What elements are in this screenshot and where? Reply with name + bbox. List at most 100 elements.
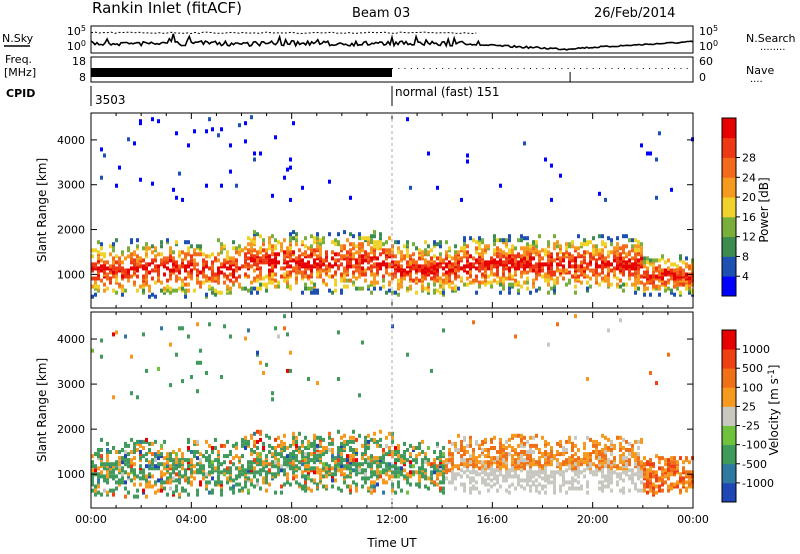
cpid-label: CPID	[6, 87, 35, 100]
freq-tick-mark	[598, 68, 600, 69]
freq-tick-mark	[674, 68, 676, 69]
freq-tick-mark	[548, 68, 550, 69]
nsearch-line	[90, 31, 477, 35]
freq-fill	[91, 68, 392, 77]
colorbar-tick-label: 25	[742, 400, 756, 413]
colorbar-tick-label: -1000	[742, 477, 774, 490]
freq-tick-mark	[461, 68, 462, 69]
nsky-tick-high: 105	[67, 24, 86, 38]
cpid-row: CPID 3503 normal (fast) 151	[6, 85, 499, 107]
colorbar-swatch	[722, 482, 736, 503]
nave-label: Nave	[746, 64, 774, 77]
colorbar-swatch	[722, 276, 736, 297]
x-tick-label: 16:00	[476, 513, 508, 526]
colorbar-tick-label: 100	[742, 381, 763, 394]
freq-tick-mark	[523, 68, 525, 69]
freq-label: Freq.	[5, 53, 32, 66]
freq-tick-mark	[624, 68, 625, 69]
colorbar-swatch	[722, 157, 736, 178]
freq-tick-mark	[392, 68, 393, 69]
colorbar-tick-label: 1000	[742, 343, 770, 356]
freq-unit: [MHz]	[4, 66, 36, 79]
power-colorbar: 4 8 12 16 20 24 28 Power [dB]	[721, 117, 771, 297]
freq-tick-mark	[580, 68, 582, 69]
freq-tick-mark	[555, 68, 556, 69]
colorbar-tick-label: 24	[742, 171, 756, 184]
x-tick-label: 04:00	[175, 513, 207, 526]
freq-tick-mark	[429, 68, 431, 69]
x-tick-label: 08:00	[276, 513, 308, 526]
freq-tick-mark	[448, 68, 450, 69]
freq-tick-mark	[661, 68, 663, 69]
colorbar-frame	[721, 329, 737, 503]
freq-tick-mark	[511, 68, 513, 69]
noise-panel: N.Sky 105 100 105 100 N.Search ........	[2, 24, 796, 54]
colorbar-swatch	[722, 330, 736, 350]
freq-tick-high: 18	[72, 55, 86, 68]
freq-tick-mark	[542, 68, 544, 69]
velocity-colorbar: 1000 500 100 25 -25 -100 -500 -1000 Velocity [m…	[721, 329, 781, 503]
colorbar-frame	[721, 117, 737, 297]
freq-tick-mark	[423, 68, 425, 69]
freq-tick-mark	[536, 68, 538, 69]
freq-tick-mark	[442, 68, 444, 69]
freq-tick-mark	[473, 68, 475, 69]
colorbar-swatch	[722, 236, 736, 257]
nsearch-tick-high: 105	[699, 24, 718, 38]
freq-tick-mark	[611, 68, 613, 69]
colorbar-tick-label: -25	[742, 420, 760, 433]
station-title: Rankin Inlet (fitACF)	[92, 0, 242, 17]
colorbar-swatch	[722, 177, 736, 198]
freq-tick-mark	[398, 68, 400, 69]
freq-tick-mark	[642, 68, 644, 69]
colorbar-tick-label: 4	[742, 270, 749, 283]
freq-tick-low: 8	[79, 71, 86, 84]
freq-tick-mark	[686, 68, 688, 69]
freq-tick-mark	[410, 68, 412, 69]
colorbar-swatch	[722, 256, 736, 277]
nave-tick-high: 60	[699, 55, 713, 68]
velocity-ylabel: Slant Range [km]	[35, 358, 49, 462]
freq-tick-mark	[592, 68, 594, 69]
power-heatmap	[91, 115, 694, 299]
colorbar-tick-label: 28	[742, 152, 756, 165]
freq-tick-mark	[649, 68, 651, 69]
power-colorbar-label: Power [dB]	[757, 177, 771, 242]
freq-tick-mark	[517, 68, 519, 69]
nsearch-dots: ........	[760, 42, 785, 53]
colorbar-swatch	[722, 425, 736, 446]
colorbar-tick-label: -500	[742, 458, 767, 471]
x-tick-label: 20:00	[577, 513, 609, 526]
power-ylabel: Slant Range [km]	[35, 158, 49, 262]
colorbar-swatch	[722, 444, 736, 465]
freq-tick-mark	[573, 68, 575, 69]
freq-tick-mark	[586, 68, 588, 69]
colorbar-tick-label: 16	[742, 211, 756, 224]
colorbar-swatch	[722, 197, 736, 218]
y-tick-label: 3000	[57, 378, 85, 391]
freq-tick-mark	[479, 68, 481, 69]
freq-tick-mark	[467, 68, 469, 69]
colorbar-swatch	[722, 463, 736, 484]
freq-tick-mark	[435, 68, 437, 69]
freq-tick-mark	[667, 68, 669, 69]
nsky-tick-low: 100	[67, 39, 86, 53]
freq-tick-mark	[605, 68, 607, 69]
x-tick-label: 00:00	[677, 513, 709, 526]
freq-tick-mark	[492, 68, 494, 69]
y-tick-label: 4000	[57, 333, 85, 346]
velocity-panel: 1000 2000 3000 4000 00:00 04:00 08:00 12:00 16:0…	[35, 311, 709, 550]
freq-tick-mark	[561, 68, 563, 69]
freq-tick-mark	[636, 68, 638, 69]
velocity-xlabel: Time UT	[366, 536, 417, 550]
colorbar-swatch	[722, 349, 736, 369]
velocity-colorbar-label: Velocity [m s-1]	[767, 365, 781, 456]
colorbar-swatch	[722, 406, 736, 426]
y-tick-label: 1000	[57, 468, 85, 481]
colorbar-swatch	[722, 216, 736, 238]
freq-tick-mark	[486, 68, 488, 69]
freq-tick-mark	[530, 68, 531, 69]
nsky-label: N.Sky	[2, 32, 34, 45]
y-tick-label: 2000	[57, 224, 85, 237]
